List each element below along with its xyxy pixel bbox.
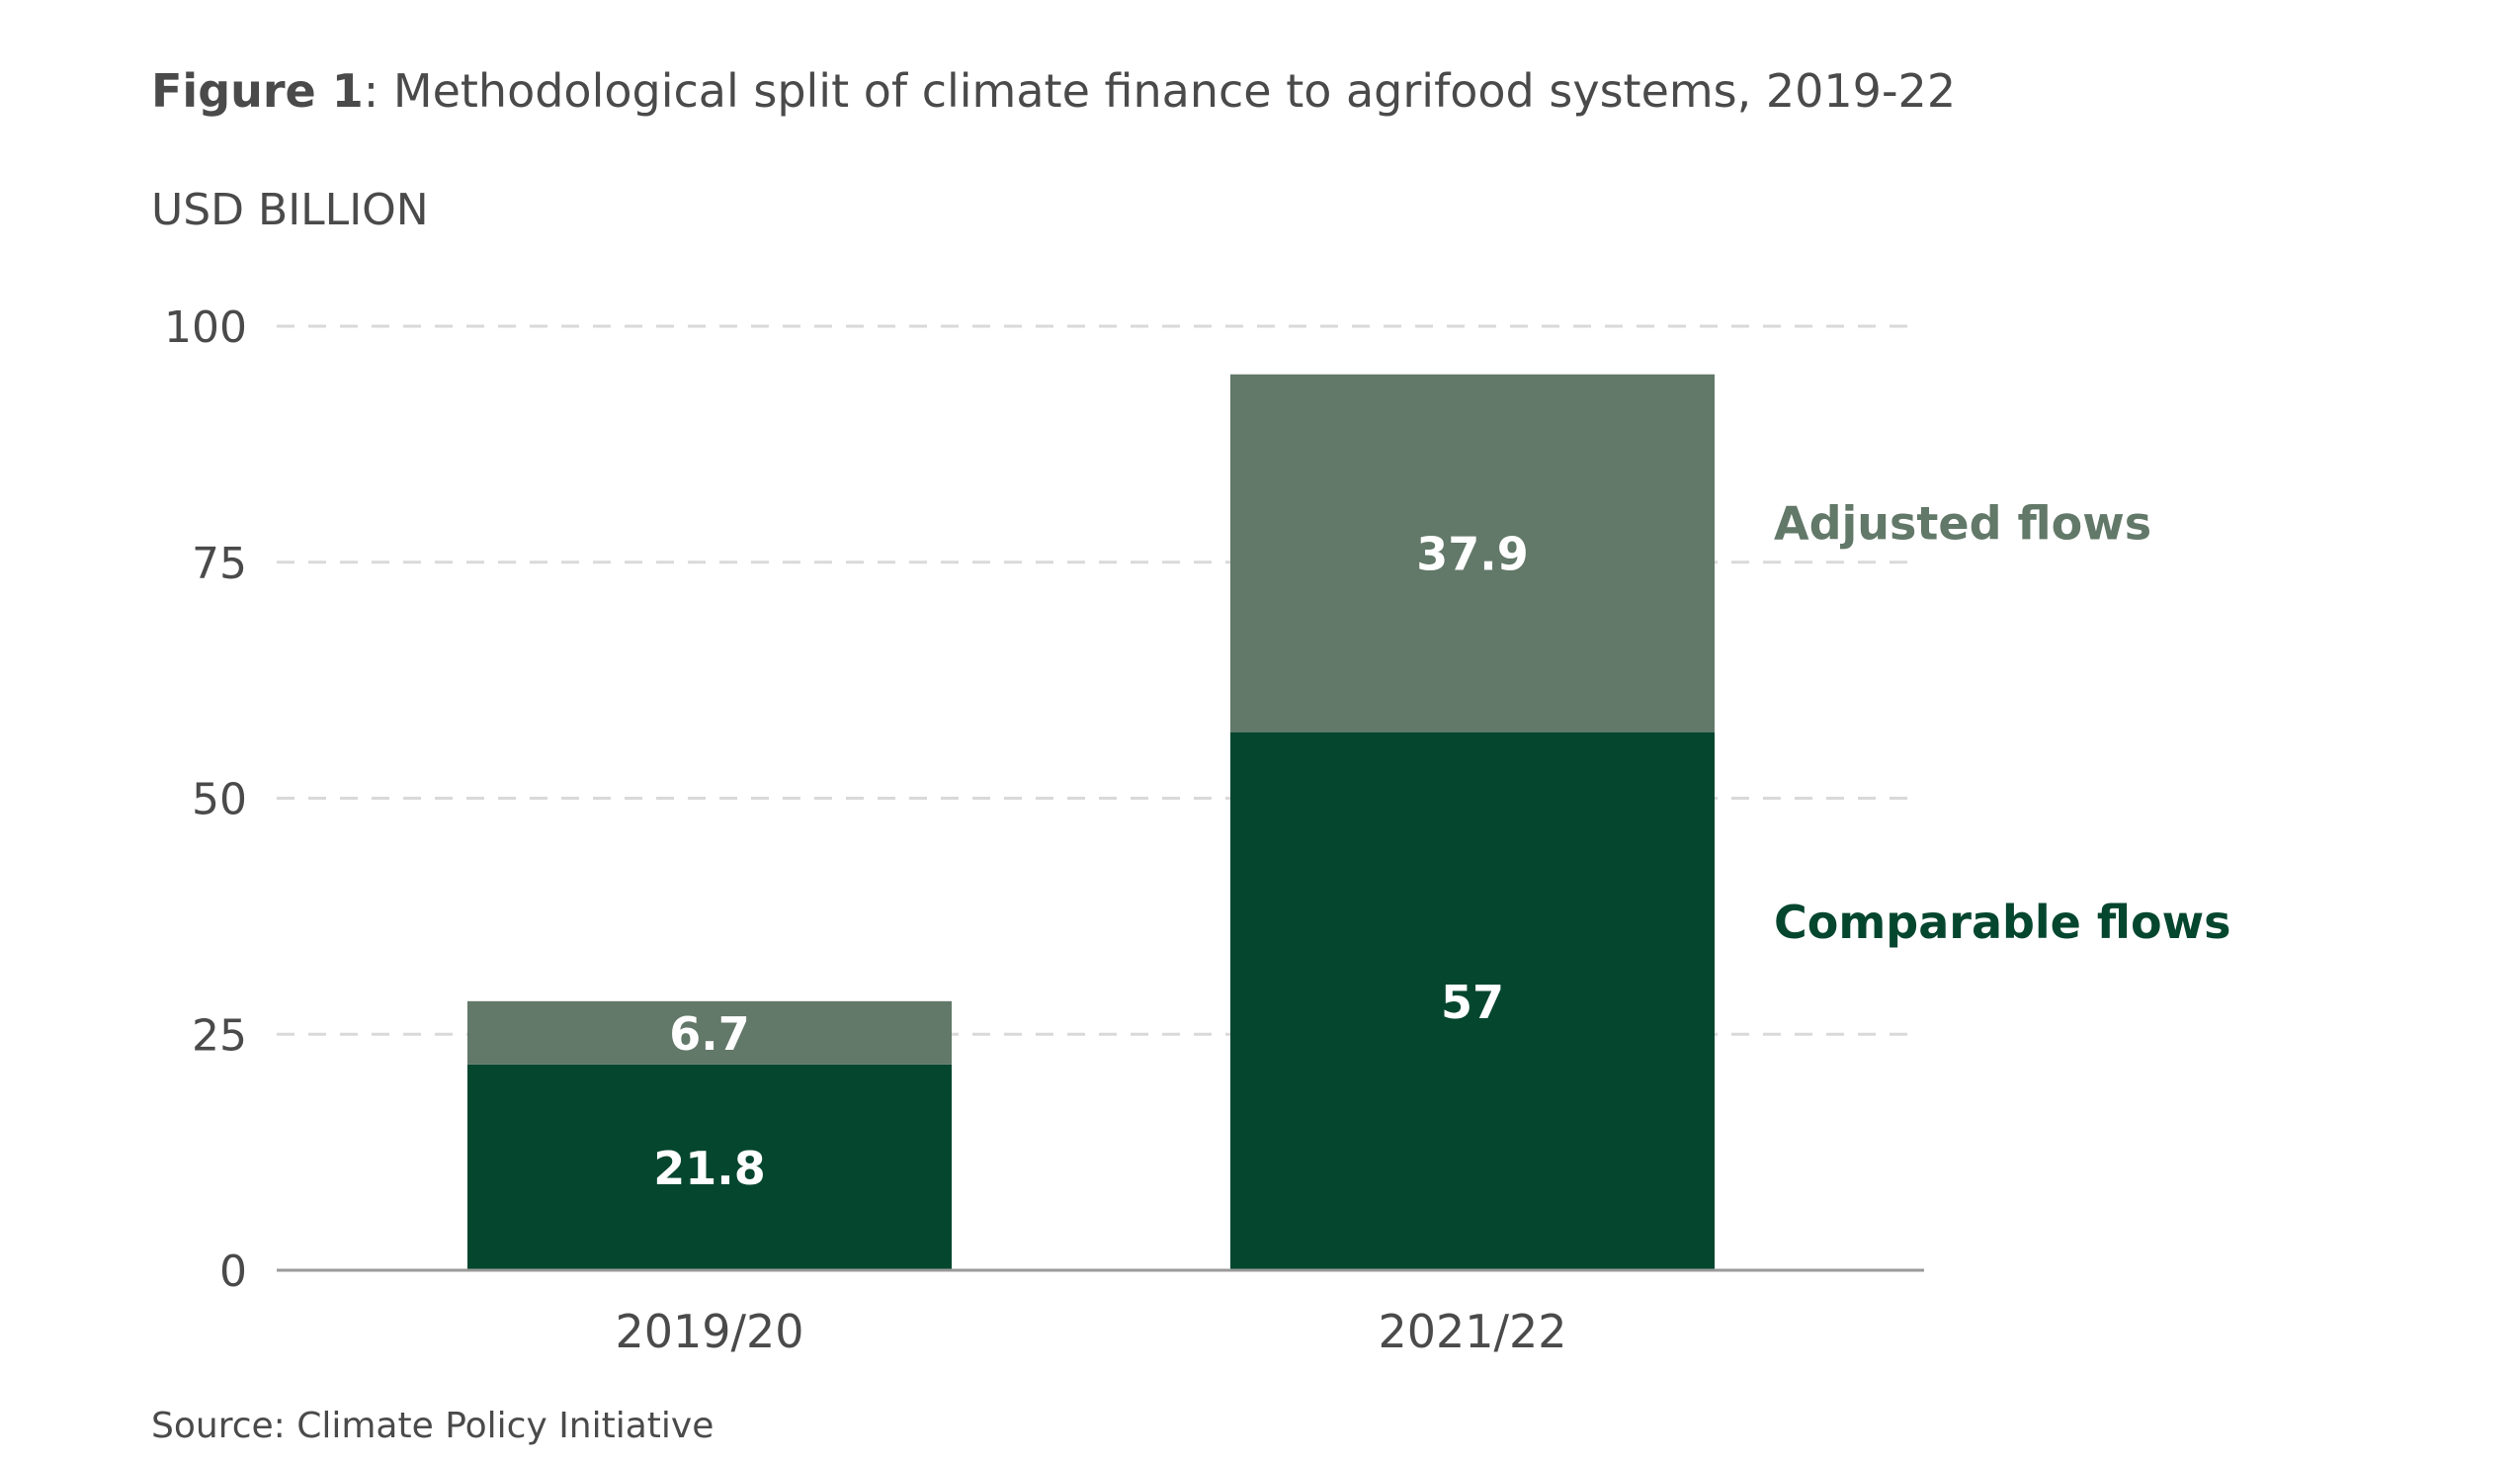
axes: 0 25 50 75 100 2019/20 2021/22 (164, 302, 1924, 1358)
x-tick-label: 2019/20 (615, 1305, 803, 1358)
data-label: 57 (1441, 976, 1504, 1029)
y-tick-label: 25 (192, 1010, 247, 1061)
data-label: 21.8 (653, 1142, 766, 1195)
data-label: 37.9 (1416, 528, 1529, 581)
bar-adjusted-2021-22 (1230, 374, 1715, 732)
figure-title: Figure 1: Methodological split of climat… (151, 61, 1956, 121)
labels: 21.8 6.7 57 37.9 Comparable flows Adjusted fl… (653, 497, 2230, 1195)
source-note: Source: Climate Policy Initiative (151, 1406, 714, 1446)
bar-comparable-2021-22 (1230, 732, 1715, 1270)
legend-comparable-flows: Comparable flows (1774, 896, 2230, 949)
y-tick-label: 50 (192, 775, 247, 825)
y-tick-label: 100 (164, 302, 247, 353)
data-label: 6.7 (669, 1007, 750, 1061)
legend-adjusted-flows: Adjusted flows (1774, 497, 2151, 551)
x-tick-label: 2021/22 (1378, 1305, 1566, 1358)
bar-comparable-2019-20 (467, 1064, 952, 1270)
y-axis-unit-label: USD BILLION (151, 185, 429, 235)
figure-title-text: : Methodological split of climate financ… (363, 64, 1957, 118)
bars (467, 374, 1715, 1270)
bar-adjusted-2019-20 (467, 1000, 952, 1065)
y-tick-label: 75 (192, 539, 247, 589)
y-tick-label: 0 (219, 1247, 247, 1297)
figure-title-lead: Figure 1 (151, 64, 364, 118)
